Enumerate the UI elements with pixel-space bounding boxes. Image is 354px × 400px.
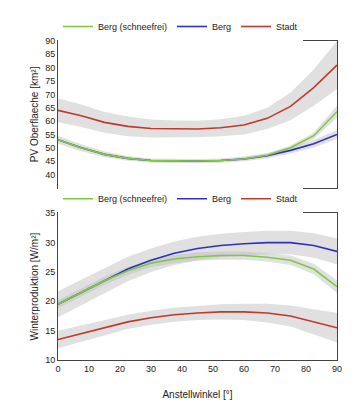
svg-text:20: 20 [45, 296, 55, 306]
svg-text:30: 30 [45, 238, 55, 248]
svg-text:35: 35 [45, 208, 55, 218]
svg-text:Winterproduktion [W/m²]: Winterproduktion [W/m²] [29, 233, 40, 341]
svg-text:Berg: Berg [212, 22, 231, 32]
svg-text:25: 25 [45, 267, 55, 277]
svg-text:10: 10 [45, 355, 55, 365]
svg-text:Berg: Berg [212, 194, 231, 204]
svg-text:60: 60 [239, 364, 249, 374]
svg-text:55: 55 [45, 130, 55, 140]
svg-text:90: 90 [332, 364, 342, 374]
svg-text:Berg (schneefrei): Berg (schneefrei) [98, 194, 167, 204]
svg-text:0: 0 [55, 364, 60, 374]
svg-text:90: 90 [45, 36, 55, 46]
svg-text:Stadt: Stadt [276, 194, 298, 204]
svg-text:20: 20 [115, 364, 125, 374]
svg-text:60: 60 [45, 116, 55, 126]
svg-text:Berg (schneefrei): Berg (schneefrei) [98, 22, 167, 32]
svg-text:50: 50 [45, 143, 55, 153]
svg-text:Anstellwinkel [°]: Anstellwinkel [°] [162, 389, 232, 400]
svg-text:45: 45 [45, 156, 55, 166]
svg-text:70: 70 [45, 90, 55, 100]
svg-text:85: 85 [45, 49, 55, 59]
svg-text:30: 30 [146, 364, 156, 374]
svg-text:40: 40 [45, 170, 55, 180]
svg-text:65: 65 [45, 103, 55, 113]
svg-text:PV Oberflaeche [km²]: PV Oberflaeche [km²] [29, 66, 40, 162]
svg-text:70: 70 [270, 364, 280, 374]
svg-text:80: 80 [45, 63, 55, 73]
svg-text:50: 50 [208, 364, 218, 374]
svg-text:15: 15 [45, 326, 55, 336]
svg-text:75: 75 [45, 76, 55, 86]
svg-text:10: 10 [84, 364, 94, 374]
svg-text:Stadt: Stadt [276, 22, 298, 32]
svg-text:80: 80 [301, 364, 311, 374]
svg-text:40: 40 [177, 364, 187, 374]
